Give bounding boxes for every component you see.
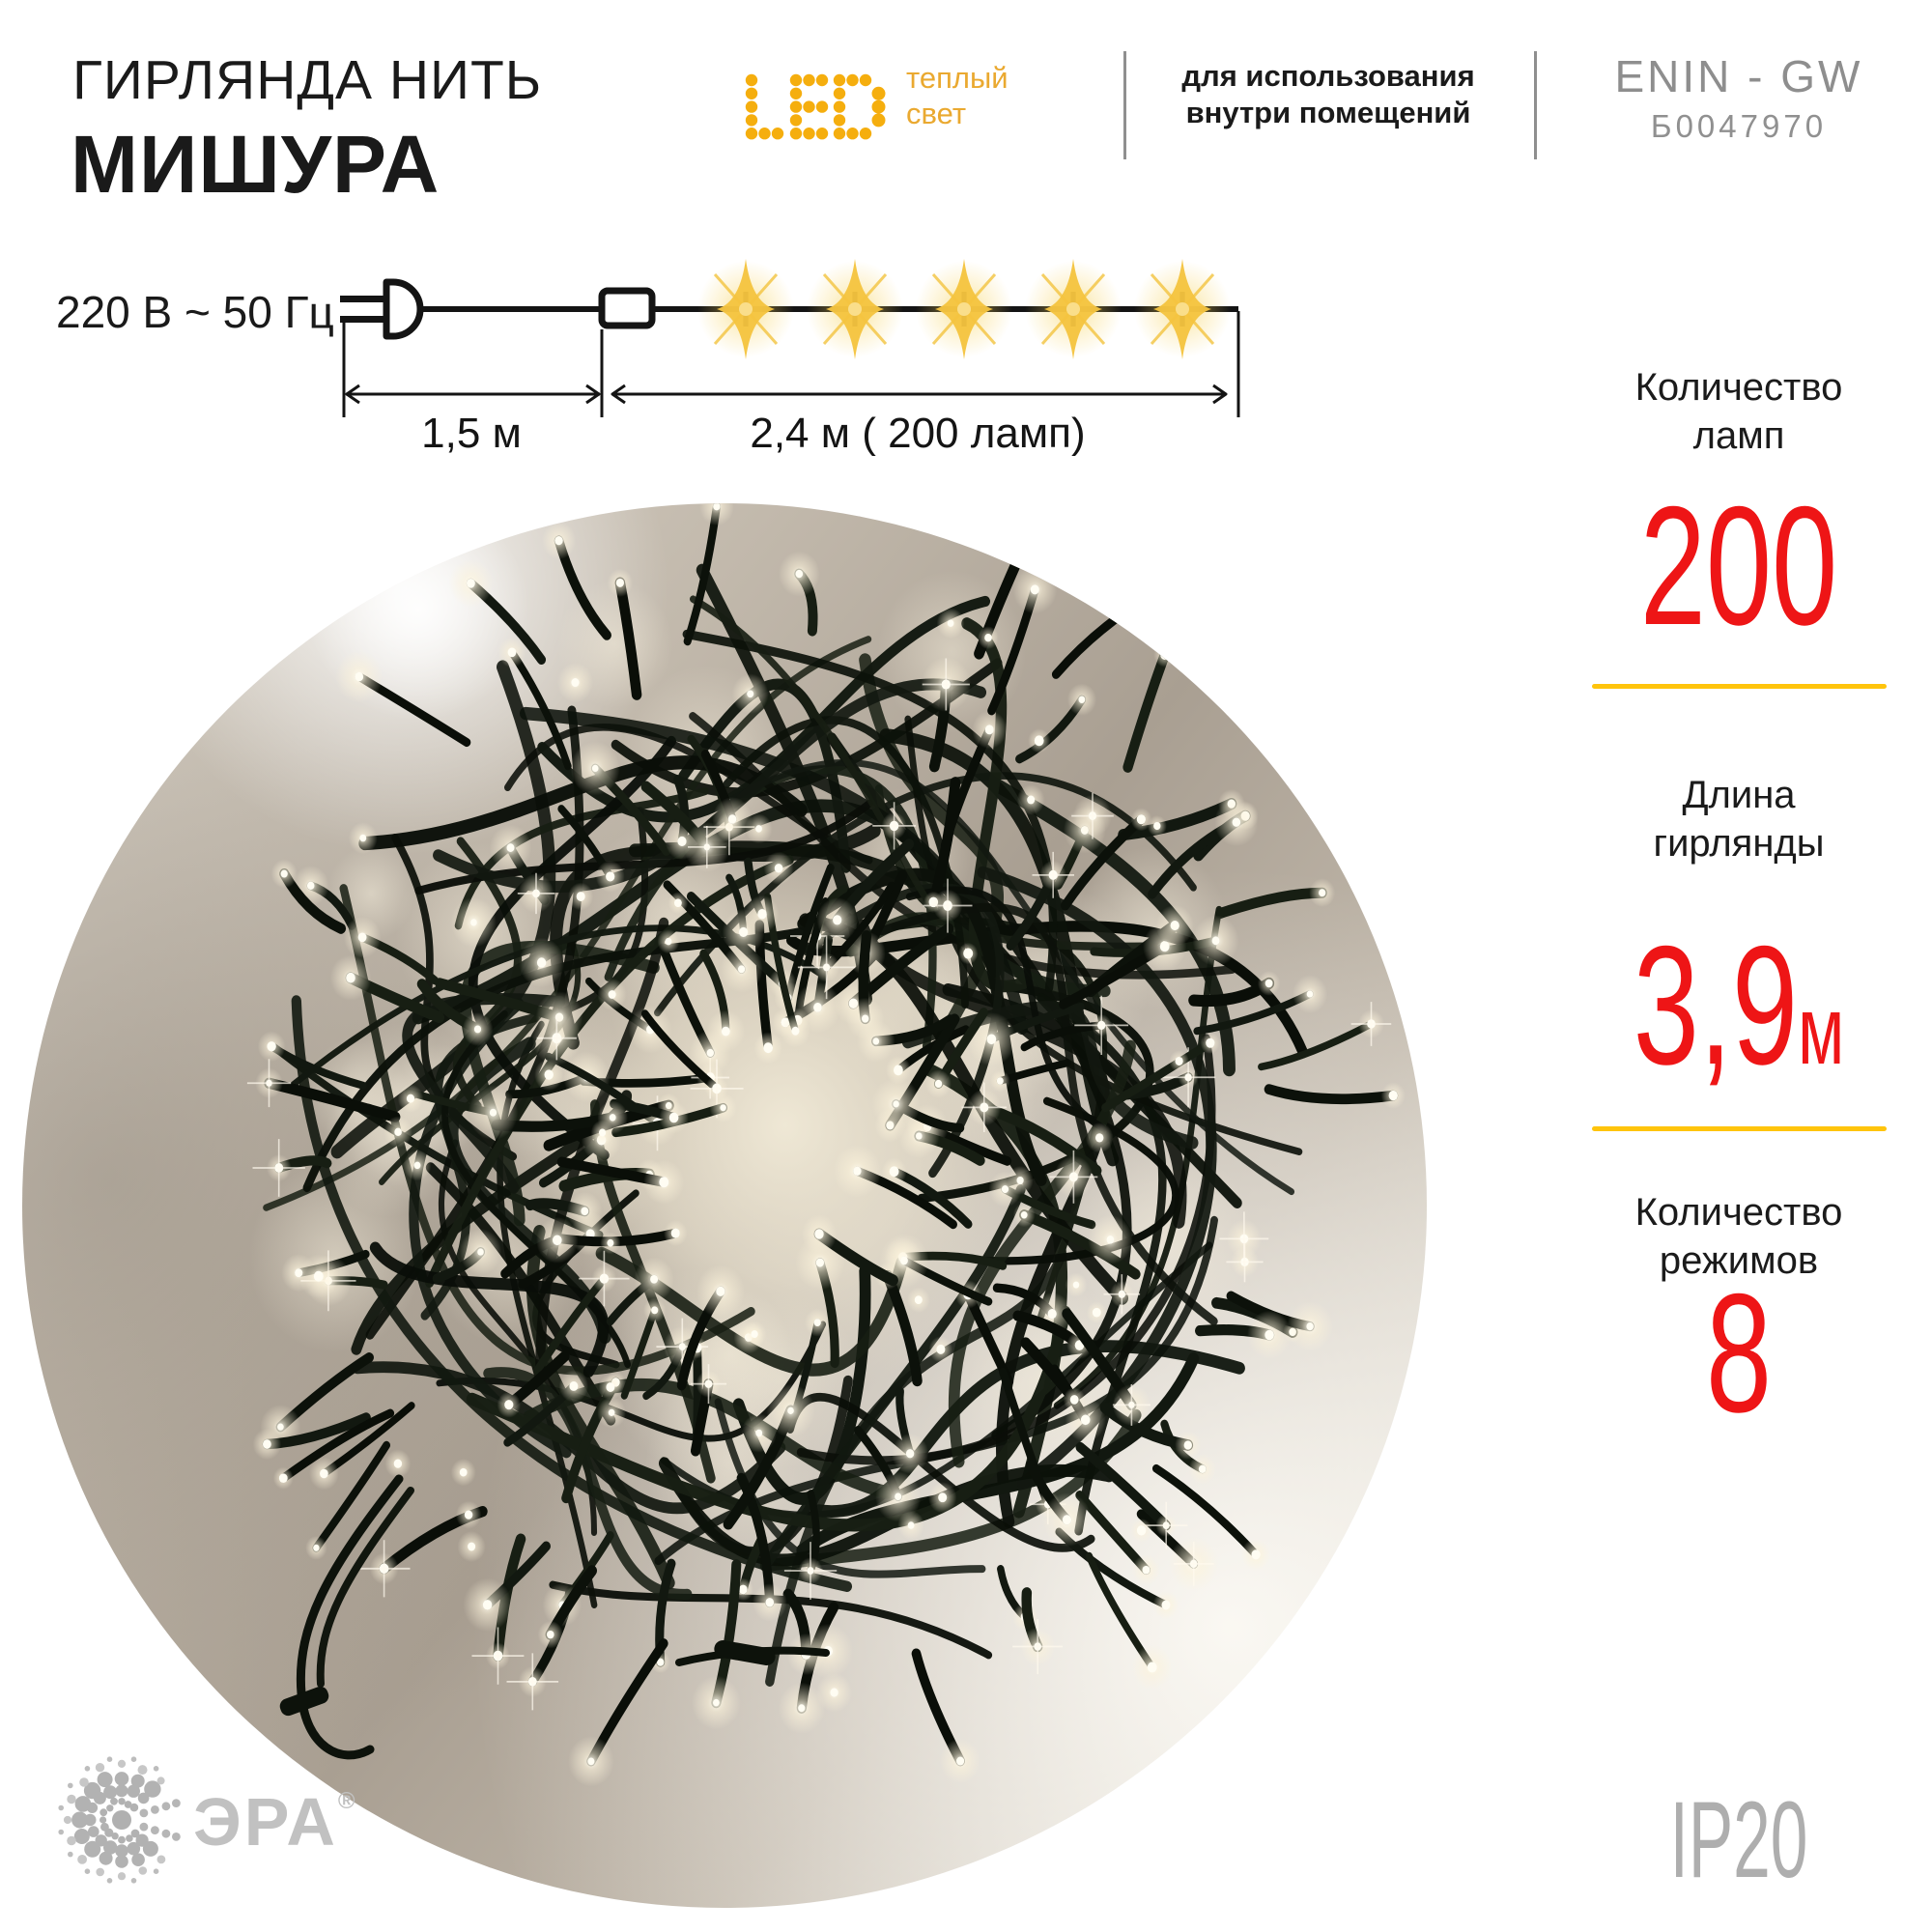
spec-lamp-count-line2: ламп (1692, 414, 1785, 457)
registered-mark: ® (337, 1788, 358, 1814)
spec-label-modes: Количество режимов (1565, 1188, 1913, 1285)
indoor-use-note: для использования внутри помещений (1159, 58, 1497, 131)
spec-value-lamp-count: 200 (1639, 472, 1838, 661)
warm-light-line1: теплый (906, 61, 1009, 95)
indoor-use-line1: для использования (1181, 59, 1475, 93)
spec-modes-line2: режимов (1659, 1239, 1819, 1282)
header-divider-left (1123, 51, 1126, 159)
ip-rating-label: IP20 (1669, 1779, 1808, 1900)
power-rating-label: 220 В ~ 50 Гц (56, 287, 334, 337)
spec-divider-2 (1592, 1126, 1887, 1131)
lit-length-label: 2,4 м ( 200 ламп) (750, 410, 1086, 457)
spec-label-lamp-count: Количество ламп (1565, 363, 1913, 460)
sku-code: Б0047970 (1650, 108, 1828, 144)
product-type-title: ГИРЛЯНДА НИТЬ (72, 49, 543, 111)
era-starburst-logo-icon (58, 1756, 181, 1884)
warm-light-line2: свет (906, 97, 967, 130)
spec-label-length: Длина гирлянды (1565, 771, 1913, 867)
model-code: ENIN - GW (1614, 51, 1863, 101)
length-unit: м (1798, 977, 1845, 1085)
brand-name: ЭРА (193, 1784, 338, 1860)
spec-modes-line1: Количество (1634, 1191, 1843, 1234)
controller-box-icon (598, 287, 656, 329)
product-name-title: МИШУРА (71, 119, 440, 210)
length-number: 3,9 (1633, 912, 1799, 1100)
warm-light-label: теплый свет (906, 60, 1009, 131)
indoor-use-line2: внутри помещений (1185, 96, 1471, 129)
spec-lamp-count-line1: Количество (1634, 366, 1843, 409)
spec-length-line1: Длина (1682, 774, 1796, 816)
brand-logo-text: ЭРА® (193, 1783, 358, 1861)
lead-length-label: 1,5 м (421, 410, 522, 457)
led-sparkles-row (696, 257, 1233, 361)
led-dotmatrix-logo-icon (745, 73, 886, 140)
spec-divider-1 (1592, 684, 1887, 689)
product-photo-circle (22, 503, 1427, 1908)
header-divider-right (1534, 51, 1537, 159)
dimension-lines (342, 311, 1240, 417)
garland-wreath-photo (246, 503, 1406, 1787)
spec-value-length: 3,9м (1617, 922, 1861, 1091)
plug-icon (340, 278, 424, 340)
spec-value-modes: 8 (1705, 1260, 1773, 1448)
spec-length-line2: гирлянды (1653, 822, 1825, 865)
